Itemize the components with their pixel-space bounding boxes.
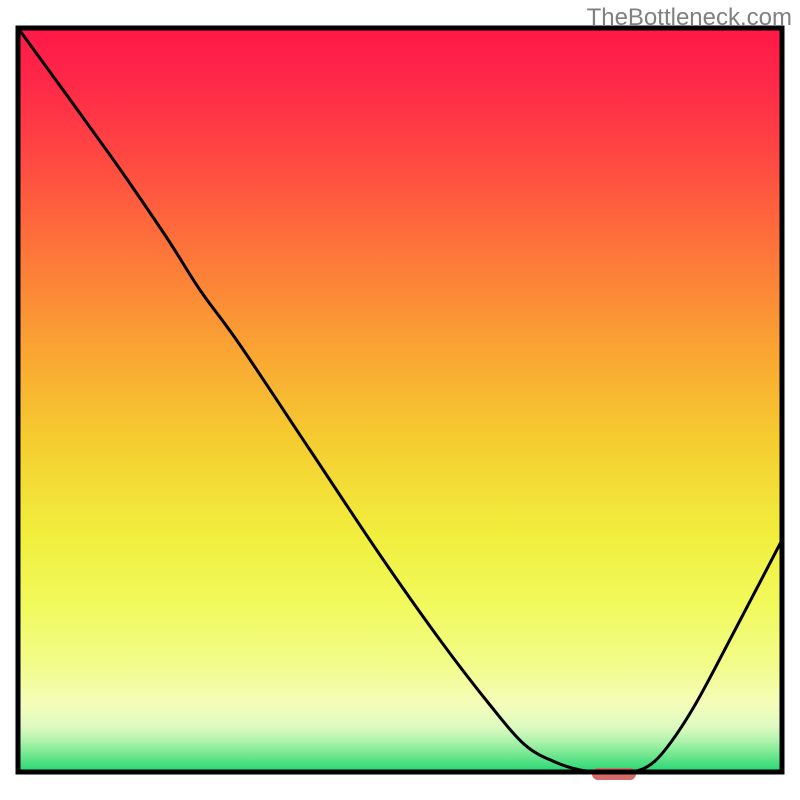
chart-svg bbox=[0, 0, 800, 800]
watermark-text: TheBottleneck.com bbox=[587, 4, 792, 32]
bottleneck-chart: TheBottleneck.com bbox=[0, 0, 800, 800]
plot-background bbox=[18, 28, 782, 772]
